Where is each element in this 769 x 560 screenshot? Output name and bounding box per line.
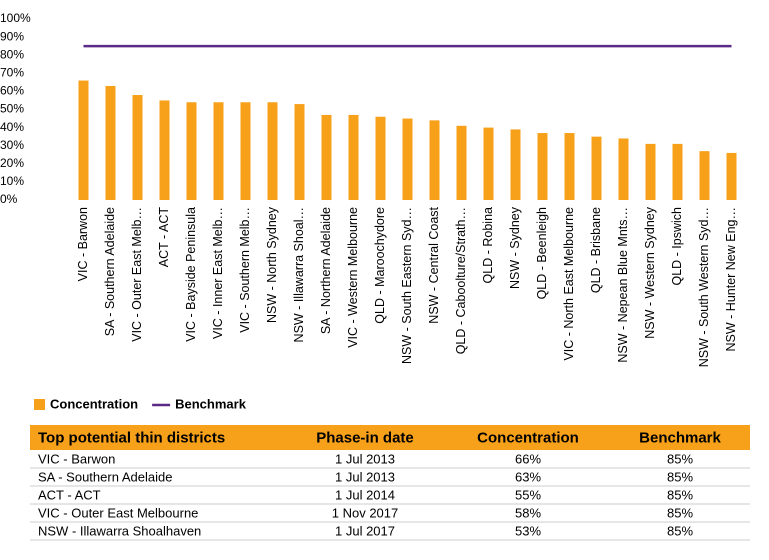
legend-label: Concentration <box>50 396 138 411</box>
table-cell: ACT - ACT <box>38 487 101 502</box>
y-tick-label: 40% <box>0 120 24 134</box>
x-tick-label: NSW - Western Sydney <box>643 206 657 339</box>
table-cell: 53% <box>515 523 541 538</box>
y-tick-label: 50% <box>0 102 24 116</box>
bar <box>159 100 170 200</box>
bar <box>564 133 575 200</box>
y-tick-label: 30% <box>0 138 24 152</box>
x-tick-label: QLD - Robina <box>481 207 495 283</box>
x-tick-label: SA - Southern Adelaide <box>103 207 117 336</box>
x-tick-label: VIC - Outer East Melb… <box>130 207 144 342</box>
table-cell: 1 Nov 2017 <box>332 505 399 520</box>
bar <box>537 133 548 200</box>
y-tick-label: 20% <box>0 156 24 170</box>
x-tick-label: QLD - Beenleigh <box>535 207 549 299</box>
bar <box>456 125 467 200</box>
x-tick-label: NSW - Nepean Blue Mnts… <box>616 207 630 363</box>
x-tick-label: ACT - ACT <box>157 207 171 268</box>
table-cell: 66% <box>515 451 541 466</box>
bar <box>267 102 278 200</box>
bar <box>186 102 197 200</box>
x-tick-label: VIC - Southern Melb… <box>238 207 252 333</box>
bar <box>213 102 224 200</box>
x-tick-label: VIC - Western Melbourne <box>346 207 360 348</box>
bar <box>240 102 251 200</box>
bar <box>132 95 143 200</box>
x-tick-label: QLD - Caboolture/Strath… <box>454 207 468 354</box>
x-tick-label: NSW - Sydney <box>508 206 522 289</box>
legend-label: Benchmark <box>175 396 247 411</box>
table-header-bg <box>30 425 750 450</box>
bar <box>591 136 602 200</box>
table-cell: 1 Jul 2013 <box>335 469 395 484</box>
y-tick-label: 100% <box>0 11 31 25</box>
x-tick-label: VIC - North East Melbourne <box>562 207 576 361</box>
table-cell: 55% <box>515 487 541 502</box>
x-tick-label: QLD - Ipswich <box>670 207 684 286</box>
bar <box>672 143 683 200</box>
bar <box>510 129 521 200</box>
table-header: Concentration <box>477 429 579 446</box>
bar <box>645 143 656 200</box>
table-header: Benchmark <box>639 429 721 446</box>
table-cell: SA - Southern Adelaide <box>38 469 172 484</box>
y-tick-label: 80% <box>0 47 24 61</box>
table-cell: 1 Jul 2013 <box>335 451 395 466</box>
bar <box>294 104 305 200</box>
table-cell: 85% <box>667 505 693 520</box>
table-cell: 85% <box>667 523 693 538</box>
bar <box>375 116 386 200</box>
x-tick-label: SA - Northern Adelaide <box>319 207 333 334</box>
y-tick-label: 60% <box>0 84 24 98</box>
table-header: Phase-in date <box>316 429 414 446</box>
bar <box>699 151 710 200</box>
bar <box>483 127 494 200</box>
table-cell: 1 Jul 2014 <box>335 487 395 502</box>
table-cell: VIC - Barwon <box>38 451 115 466</box>
x-tick-label: NSW - South Eastern Syd… <box>400 207 414 364</box>
bar <box>78 80 89 200</box>
table-cell: 85% <box>667 451 693 466</box>
y-tick-label: 0% <box>0 192 18 206</box>
bar <box>429 120 440 200</box>
bar <box>348 114 359 200</box>
table-header: Top potential thin districts <box>38 429 225 446</box>
table-cell: 1 Jul 2017 <box>335 523 395 538</box>
table-cell: 85% <box>667 469 693 484</box>
x-tick-label: NSW - Illawarra Shoal… <box>292 207 306 342</box>
x-tick-label: QLD - Maroochydore <box>373 207 387 324</box>
x-tick-label: NSW - Central Coast <box>427 206 441 323</box>
bar <box>618 138 629 200</box>
y-tick-label: 10% <box>0 174 24 188</box>
x-tick-label: NSW - North Sydney <box>265 206 279 323</box>
x-tick-label: VIC - Barwon <box>76 207 90 281</box>
table-cell: NSW - Illawarra Shoalhaven <box>38 523 201 538</box>
table-cell: 63% <box>515 469 541 484</box>
x-tick-label: QLD - Brisbane <box>589 207 603 293</box>
x-tick-label: VIC - Inner East Melb… <box>211 207 225 339</box>
y-tick-label: 90% <box>0 29 24 43</box>
y-tick-label: 70% <box>0 65 24 79</box>
bar <box>726 152 737 200</box>
bar <box>402 118 413 200</box>
bar <box>321 114 332 200</box>
table-cell: 85% <box>667 487 693 502</box>
table-cell: 58% <box>515 505 541 520</box>
table-cell: VIC - Outer East Melbourne <box>38 505 198 520</box>
x-tick-label: NSW - South Western Syd… <box>697 207 711 367</box>
x-tick-label: NSW - Hunter New Eng… <box>724 207 738 351</box>
legend-swatch <box>34 399 45 410</box>
bar <box>105 85 116 200</box>
x-tick-label: VIC - Bayside Peninsula <box>184 207 198 342</box>
